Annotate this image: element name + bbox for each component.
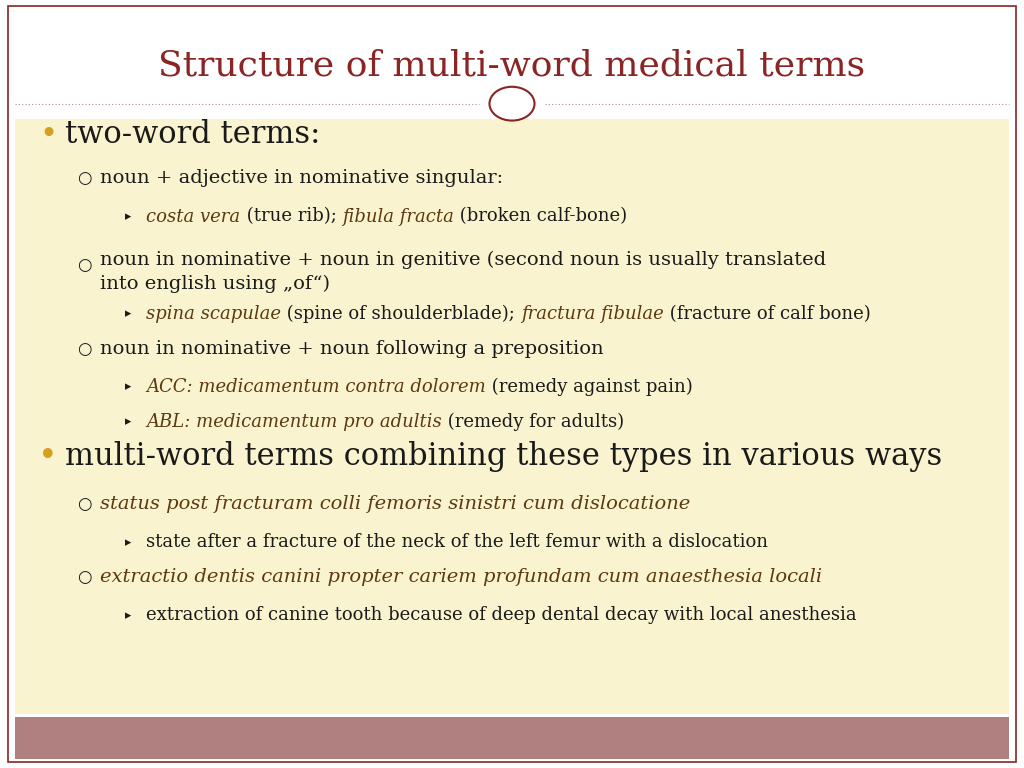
Text: (remedy for adults): (remedy for adults) [442,412,625,431]
Text: •: • [38,440,58,472]
FancyBboxPatch shape [15,717,1009,759]
Text: ○: ○ [77,256,91,274]
Text: •: • [39,120,57,149]
Text: status post fracturam colli femoris sinistri cum dislocatione: status post fracturam colli femoris sini… [100,495,690,513]
Text: ▸: ▸ [125,308,131,320]
Text: noun + adjective in nominative singular:: noun + adjective in nominative singular: [100,169,504,187]
FancyBboxPatch shape [8,6,1016,762]
Text: extraction of canine tooth because of deep dental decay with local anesthesia: extraction of canine tooth because of de… [146,606,857,624]
Text: ABL: medicamentum pro adultis: ABL: medicamentum pro adultis [146,412,442,431]
Text: noun in nominative + noun following a preposition: noun in nominative + noun following a pr… [100,339,604,358]
Text: state after a fracture of the neck of the left femur with a dislocation: state after a fracture of the neck of th… [146,533,768,551]
Text: ACC: medicamentum contra dolorem: ACC: medicamentum contra dolorem [146,378,486,396]
Text: ○: ○ [77,169,91,187]
Text: ▸: ▸ [125,609,131,621]
Text: (spine of shoulderblade);: (spine of shoulderblade); [282,305,521,323]
Text: (broken calf-bone): (broken calf-bone) [454,207,627,226]
Text: noun in nominative + noun in genitive (second noun is usually translated
into en: noun in nominative + noun in genitive (s… [100,251,826,293]
Text: ▸: ▸ [125,536,131,548]
Text: ▸: ▸ [125,415,131,428]
Text: Structure of multi-word medical terms: Structure of multi-word medical terms [159,48,865,82]
Text: (fracture of calf bone): (fracture of calf bone) [664,305,870,323]
Text: (true rib);: (true rib); [241,207,342,226]
Text: multi-word terms combining these types in various ways: multi-word terms combining these types i… [65,441,942,472]
Text: ▸: ▸ [125,381,131,393]
Text: two-word terms:: two-word terms: [65,119,319,150]
Text: ○: ○ [77,495,91,513]
Text: costa vera: costa vera [146,207,241,226]
Text: ▸: ▸ [125,210,131,223]
Text: fractura fibulae: fractura fibulae [521,305,664,323]
Text: ○: ○ [77,568,91,586]
Text: (remedy against pain): (remedy against pain) [486,378,693,396]
Text: spina scapulae: spina scapulae [146,305,282,323]
FancyBboxPatch shape [15,119,1009,714]
Text: ○: ○ [77,339,91,358]
Text: extractio dentis canini propter cariem profundam cum anaesthesia locali: extractio dentis canini propter cariem p… [100,568,822,586]
Text: fibula fracta: fibula fracta [342,207,454,226]
